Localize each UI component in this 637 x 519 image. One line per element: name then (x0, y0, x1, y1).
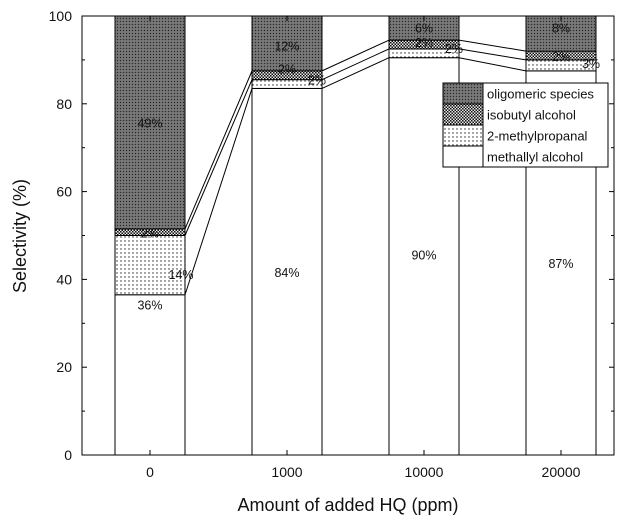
bar-segment-oligomeric-species-20000 (525, 15, 597, 52)
data-label-oligomeric-species-10000: 6% (415, 21, 433, 35)
y-tick-label: 80 (56, 96, 72, 112)
bar-segment-2-methylpropanal-0 (114, 235, 186, 296)
y-tick-label: 100 (49, 8, 73, 24)
legend: oligomeric species isobutyl alcohol 2-meth… (442, 82, 609, 168)
bar-segment-oligomeric-species-0 (114, 15, 186, 230)
y-axis-title: Selectivity (%) (10, 179, 30, 293)
connector-line-0-1000 (184, 70, 253, 230)
data-label-2-methylpropanal-10000: 2% (445, 42, 463, 56)
connector-line-10000-20000 (458, 57, 527, 72)
data-labels-layer: 36%14%2%49%84%2%2%12%90%2%2%6%87%3%2%8% (137, 21, 600, 312)
legend-swatch-isobutyl-alcohol (442, 103, 484, 126)
y-tick-label: 40 (56, 271, 72, 287)
legend-label-methallyl-alcohol: methallyl alcohol (487, 150, 583, 165)
connector-line-1000-10000 (321, 57, 390, 89)
x-tick-label: 0 (146, 464, 154, 480)
y-tick-label: 60 (56, 184, 72, 200)
data-label-methallyl-alcohol-20000: 87% (548, 257, 573, 271)
legend-label-isobutyl-alcohol: isobutyl alcohol (487, 108, 576, 123)
legend-swatch-methallyl-alcohol (442, 145, 484, 168)
data-label-isobutyl-alcohol-10000: 2% (415, 36, 433, 50)
connector-line-0-1000 (184, 88, 253, 295)
bar-segment-methallyl-alcohol-0 (114, 294, 186, 456)
data-label-isobutyl-alcohol-0: 2% (141, 226, 159, 240)
x-tick-label: 20000 (542, 464, 581, 480)
connector-line-10000-20000 (458, 48, 527, 61)
data-label-2-methylpropanal-0: 14% (168, 268, 193, 282)
data-label-isobutyl-alcohol-1000: 2% (278, 63, 296, 77)
data-label-oligomeric-species-0: 49% (137, 117, 162, 131)
legend-label-2-methylpropanal: 2-methylpropanal (487, 129, 588, 144)
legend-swatch-oligomeric-species (442, 82, 484, 105)
bars-layer (114, 15, 597, 456)
connector-lines (184, 39, 527, 295)
connector-line-10000-20000 (458, 39, 527, 52)
legend-swatch-2-methylpropanal (442, 124, 484, 147)
x-tick-label: 10000 (405, 464, 444, 480)
connector-line-1000-10000 (321, 48, 390, 81)
connector-line-1000-10000 (321, 39, 390, 72)
data-label-2-methylpropanal-20000: 3% (582, 57, 600, 71)
data-label-isobutyl-alcohol-20000: 2% (552, 50, 570, 64)
data-label-2-methylpropanal-1000: 2% (308, 74, 326, 88)
data-label-methallyl-alcohol-10000: 90% (411, 248, 436, 262)
connector-line-0-1000 (184, 79, 253, 236)
legend-label-oligomeric-species: oligomeric species (487, 87, 594, 102)
x-tick-label: 1000 (271, 464, 302, 480)
y-tick-label: 0 (64, 447, 72, 463)
x-axis-title: Amount of added HQ (ppm) (237, 495, 458, 515)
data-label-methallyl-alcohol-0: 36% (137, 299, 162, 313)
data-label-methallyl-alcohol-1000: 84% (274, 266, 299, 280)
y-tick-label: 20 (56, 359, 72, 375)
data-label-oligomeric-species-20000: 8% (552, 21, 570, 35)
data-label-oligomeric-species-1000: 12% (274, 40, 299, 54)
